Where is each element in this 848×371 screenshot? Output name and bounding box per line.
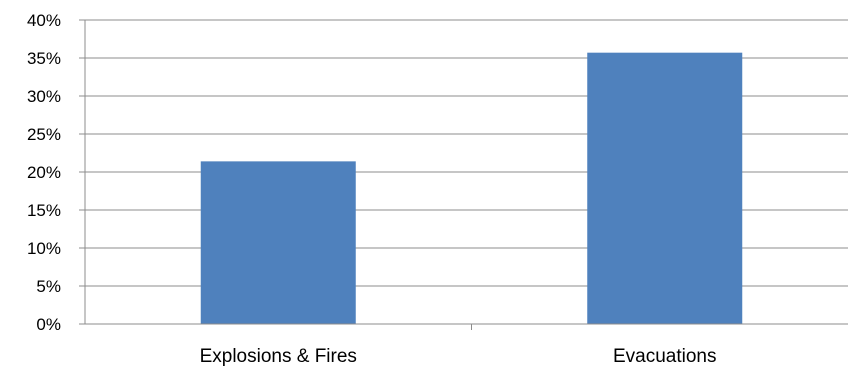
bar — [200, 161, 356, 324]
x-category-label: Evacuations — [613, 346, 717, 367]
y-tick-label: 20% — [27, 163, 61, 182]
y-tick-label: 15% — [27, 201, 61, 220]
y-tick-label: 0% — [36, 315, 61, 334]
y-tick-label: 25% — [27, 125, 61, 144]
bars — [200, 52, 743, 325]
x-axis-category-labels: Explosions & Fires Evacuations — [200, 346, 717, 367]
y-tick-label: 30% — [27, 87, 61, 106]
y-axis-tick-labels: 0% 5% 10% 15% 20% 25% 30% 35% 40% — [27, 11, 61, 334]
y-tick-label: 35% — [27, 49, 61, 68]
y-tick-label: 5% — [36, 277, 61, 296]
axes — [79, 19, 848, 330]
bar — [587, 52, 743, 325]
x-category-label: Explosions & Fires — [200, 346, 357, 367]
y-tick-label: 10% — [27, 239, 61, 258]
y-tick-label: 40% — [27, 11, 61, 30]
